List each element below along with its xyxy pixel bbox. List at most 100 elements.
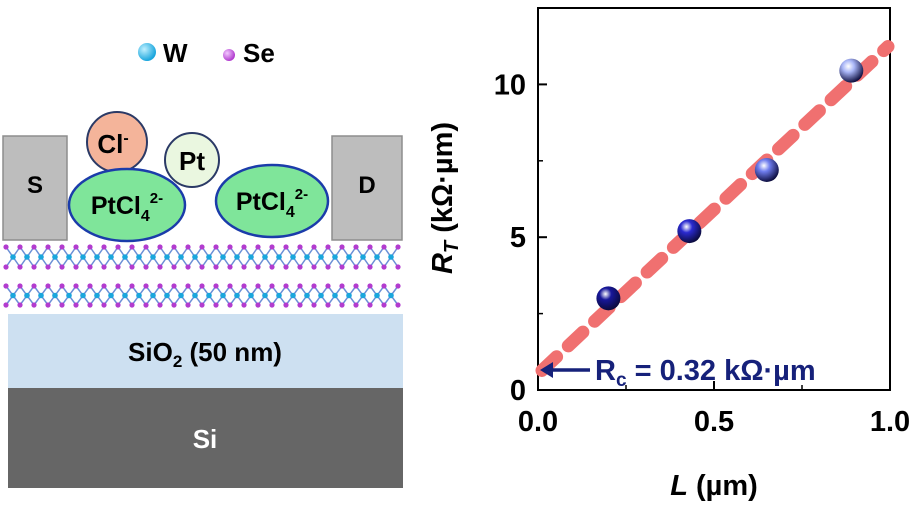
- se-atom: [87, 283, 93, 289]
- w-atom: [388, 254, 394, 260]
- w-atom: [206, 292, 212, 299]
- w-atom: [80, 254, 86, 260]
- se-atom: [101, 283, 107, 289]
- se-atom: [45, 264, 51, 270]
- se-atom: [325, 244, 331, 250]
- se-atom: [339, 302, 345, 308]
- w-atom: [164, 292, 170, 299]
- w-atom: [346, 292, 352, 299]
- w-atom: [164, 254, 170, 260]
- se-atom: [255, 264, 261, 270]
- data-point: [839, 58, 864, 83]
- se-atom: [367, 244, 373, 250]
- se-atom: [255, 302, 261, 308]
- se-atom: [171, 244, 177, 250]
- w-atom: [38, 292, 44, 299]
- se-atom: [17, 302, 23, 308]
- se-atom: [143, 244, 149, 250]
- se-atom: [129, 283, 135, 289]
- y-tick-label: 0: [510, 375, 526, 407]
- se-atom: [17, 283, 23, 289]
- se-atom: [73, 283, 79, 289]
- w-atom: [374, 292, 380, 299]
- w-atom: [52, 292, 58, 299]
- se-atom: [283, 302, 289, 308]
- se-atom: [171, 302, 177, 308]
- se-atom: [101, 302, 107, 308]
- plot-frame: [537, 7, 891, 391]
- se-atom: [59, 264, 65, 270]
- se-atom: [213, 244, 219, 250]
- w-atom: [234, 292, 240, 299]
- se-atom: [241, 244, 247, 250]
- w-atom: [220, 254, 226, 260]
- se-atom: [353, 302, 359, 308]
- se-atom: [255, 244, 261, 250]
- se-atom: [311, 302, 317, 308]
- se-atom: [367, 283, 373, 289]
- se-atom: [87, 264, 93, 270]
- source-contact: [2, 135, 68, 241]
- w-atom: [150, 292, 156, 299]
- y-tick-label: 5: [510, 222, 526, 254]
- y-axis-label: RT (kΩ·µm): [427, 122, 463, 274]
- se-atom: [101, 264, 107, 270]
- se-atom: [185, 244, 191, 250]
- w-atom: [318, 254, 324, 260]
- se-atom: [353, 264, 359, 270]
- se-atom: [269, 302, 275, 308]
- se-atom: [115, 244, 121, 250]
- se-atom: [45, 244, 51, 250]
- wse2-bilayer: [3, 244, 401, 308]
- se-atom: [269, 264, 275, 270]
- w-atom: [122, 254, 128, 260]
- se-atom: [199, 264, 205, 270]
- w-atom: [52, 254, 58, 260]
- w-atom: [248, 254, 254, 260]
- se-atom: [115, 283, 121, 289]
- w-atom: [108, 254, 114, 260]
- se-atom: [213, 264, 219, 270]
- w-legend-label: W: [163, 38, 188, 68]
- rc-arrow-head: [540, 362, 553, 378]
- se-atom: [31, 244, 37, 250]
- pt-atom-label: Pt: [179, 146, 205, 176]
- se-atom: [395, 244, 401, 250]
- se-atom: [45, 283, 51, 289]
- se-atom: [255, 283, 261, 289]
- w-atom: [80, 292, 86, 299]
- y-axis-ticks: 0 5 10: [494, 69, 547, 407]
- sio2-layer: [8, 314, 403, 388]
- si-layer: [8, 388, 403, 488]
- ptcl4-ion-left: [67, 167, 187, 243]
- w-atom: [304, 254, 310, 260]
- se-atom: [283, 244, 289, 250]
- se-atom: [227, 264, 233, 270]
- se-atom: [115, 264, 121, 270]
- se-atom: [87, 302, 93, 308]
- se-atom: [143, 302, 149, 308]
- se-atom: [395, 302, 401, 308]
- w-atom: [24, 292, 30, 299]
- w-atom: [24, 254, 30, 260]
- w-atom: [262, 292, 268, 299]
- chart: 0.0 0.5 1.0 0 5 10 Rc = 0.32 kΩ·µm L (µm) RT…: [427, 7, 910, 502]
- w-atom: [304, 292, 310, 299]
- w-atom: [94, 292, 100, 299]
- w-atom: [220, 292, 226, 299]
- data-points: [596, 58, 864, 311]
- y-tick-label: 10: [494, 69, 526, 101]
- se-atom: [73, 264, 79, 270]
- se-atom: [143, 283, 149, 289]
- se-atom: [311, 283, 317, 289]
- se-atom: [381, 244, 387, 250]
- se-atom: [3, 283, 9, 289]
- se-atom: [157, 283, 163, 289]
- se-atom: [339, 244, 345, 250]
- x-tick-label: 0.0: [518, 406, 558, 438]
- w-atom: [192, 292, 198, 299]
- se-atom: [143, 264, 149, 270]
- se-atom: [297, 302, 303, 308]
- se-atom: [227, 283, 233, 289]
- drain-label: D: [358, 172, 375, 199]
